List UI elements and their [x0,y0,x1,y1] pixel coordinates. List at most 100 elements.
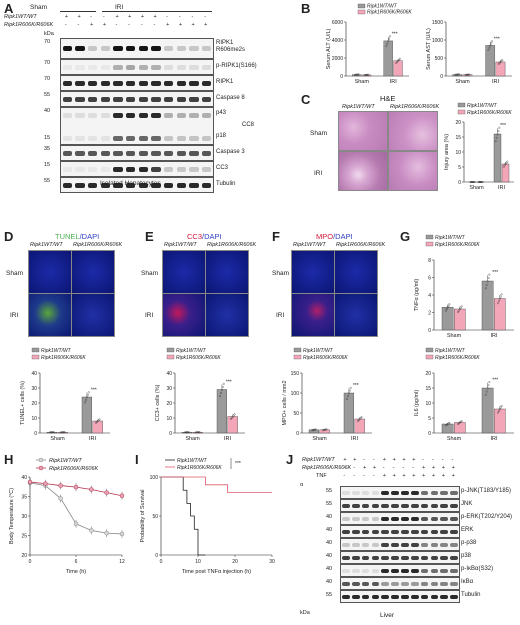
y-axis-label: IL6 (pg/ml) [414,390,420,416]
blot-band [342,529,350,534]
bar [485,45,496,77]
blot-band [189,96,199,102]
legend-swatch [31,347,40,353]
blot-band [125,150,136,156]
bar [481,280,494,331]
blot-label: JNK [461,501,473,507]
blot-band [450,503,458,508]
bar [454,422,466,434]
lane-sign: + [204,22,208,28]
blot-band [201,166,212,172]
lane-sign: + [451,465,455,471]
blot-band [391,594,399,599]
blot-band [201,136,212,141]
y-tick-label: 30 [31,386,37,392]
d-sham-mut-image [71,250,115,294]
blot-band [351,581,360,586]
kda-marker: 15 [44,162,51,168]
panel-e-letter: E [145,229,154,244]
blot-band [440,542,449,547]
lane-sign: + [382,473,386,479]
data-point [354,73,357,76]
data-point [365,73,368,76]
data-point [500,404,503,407]
data-point [367,73,370,76]
bar [383,40,393,77]
bar [354,418,365,434]
f-row-sham: Sham [272,270,289,277]
lane-sign: - [140,22,143,28]
blot-band [62,166,73,172]
lane-sign: + [102,22,107,28]
blot-band [113,80,123,86]
lane-sign: - [392,465,395,471]
data-point [485,283,488,286]
c-chart: 0 5 10 15 20 Injury area (%) Sham IRI *** Ripk1WT… [444,102,514,191]
data-point [468,73,471,76]
kda-marker: 15 [44,135,51,141]
data-point [497,130,500,133]
data-point [497,300,500,302]
data-point [494,140,497,143]
blot-label: p-p38 [461,540,477,546]
data-point [60,431,63,434]
data-point [43,481,48,486]
y-tick-label: 40 [166,371,172,377]
bar [481,387,494,434]
data-point [457,311,459,314]
lane-sign: - [412,465,415,471]
y-tick-label: 10 [425,401,431,407]
data-point [222,382,225,385]
d-row-sham: Sham [6,270,23,277]
y-tick-label: 30 [21,514,27,520]
blot-band [75,136,85,141]
blot-band [189,80,199,86]
blot-band [62,150,73,156]
lane-sign: + [115,14,119,20]
lane-sign: - [90,14,92,20]
legend-label: Ripk1WT/WT [435,348,466,354]
blot-band [450,581,458,586]
y-axis-label: Probability of Survival [140,490,146,543]
data-point [502,165,505,168]
data-point [63,431,66,434]
data-point [506,160,509,163]
y-tick-label: 0 [458,180,461,186]
blot-band [138,80,149,86]
blot-band [371,529,380,534]
blot-band [420,542,429,547]
blot-band [62,136,73,141]
blot-band [113,150,123,156]
y-tick-label: 15 [425,386,431,392]
blot-band [430,503,439,508]
x-tick-label: Sham [447,436,462,442]
blot-band [163,166,174,172]
blot-band [176,46,187,51]
y-tick-label: 6000 [332,20,343,26]
blot-band [430,555,439,560]
blot-band [430,594,439,599]
blot-band [125,80,136,86]
j-geno-tnf: TNF [316,473,327,479]
blot-band [440,568,449,573]
lane-sign: + [77,14,81,20]
data-point [481,181,484,183]
blot-band [201,46,212,51]
y-axis-label: TNFα (pg/ml) [414,279,420,312]
blot-band [450,568,458,573]
legend-swatch [293,354,302,360]
a-blot-stack: 70 RIPK1 R606me2s 70 p-RIPK1(S166) 70 RIPK1 55… [40,38,290,298]
e-col-wt: Ripk1WT/WT [164,242,197,248]
blot-band [430,490,439,495]
panel-g-letter: G [400,229,411,244]
blot-band [75,166,85,172]
blot-band [420,516,429,521]
blot-band [163,80,174,86]
d-col-wt: Ripk1WT/WT [30,242,63,248]
legend-swatch [31,354,40,360]
data-point [444,309,447,312]
blot-band [113,113,123,118]
panel-c-letter: C [301,92,311,107]
bar [493,408,506,434]
y-tick-label: 20 [31,401,37,407]
